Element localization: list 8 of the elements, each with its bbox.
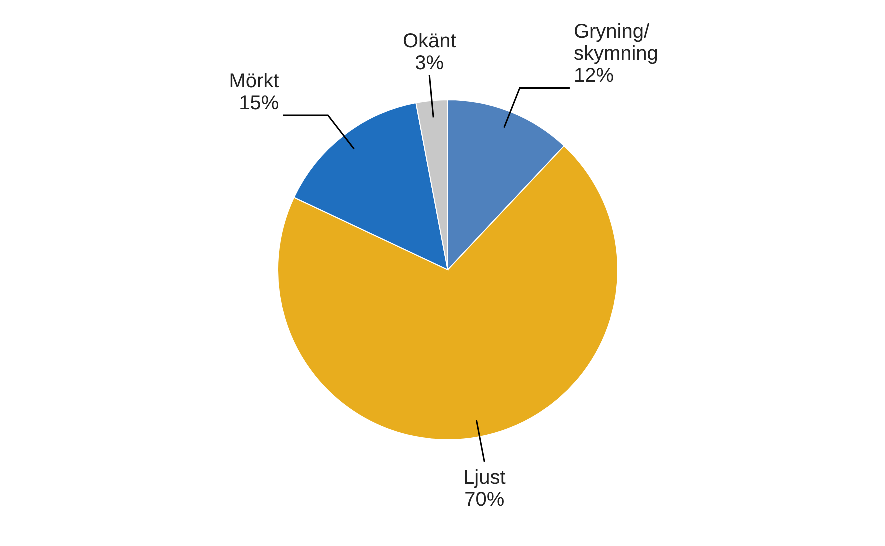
- slice-label: Gryning/skymning: [574, 21, 658, 66]
- data-label: 70%: [464, 489, 505, 512]
- data-label: 12%: [574, 65, 614, 88]
- slice-label: Okänt: [402, 30, 457, 52]
- slice-label: Ljust: [464, 467, 506, 490]
- slice-label: Mörkt: [229, 70, 280, 93]
- data-label: 3%: [415, 52, 444, 74]
- data-label: 15%: [239, 92, 280, 115]
